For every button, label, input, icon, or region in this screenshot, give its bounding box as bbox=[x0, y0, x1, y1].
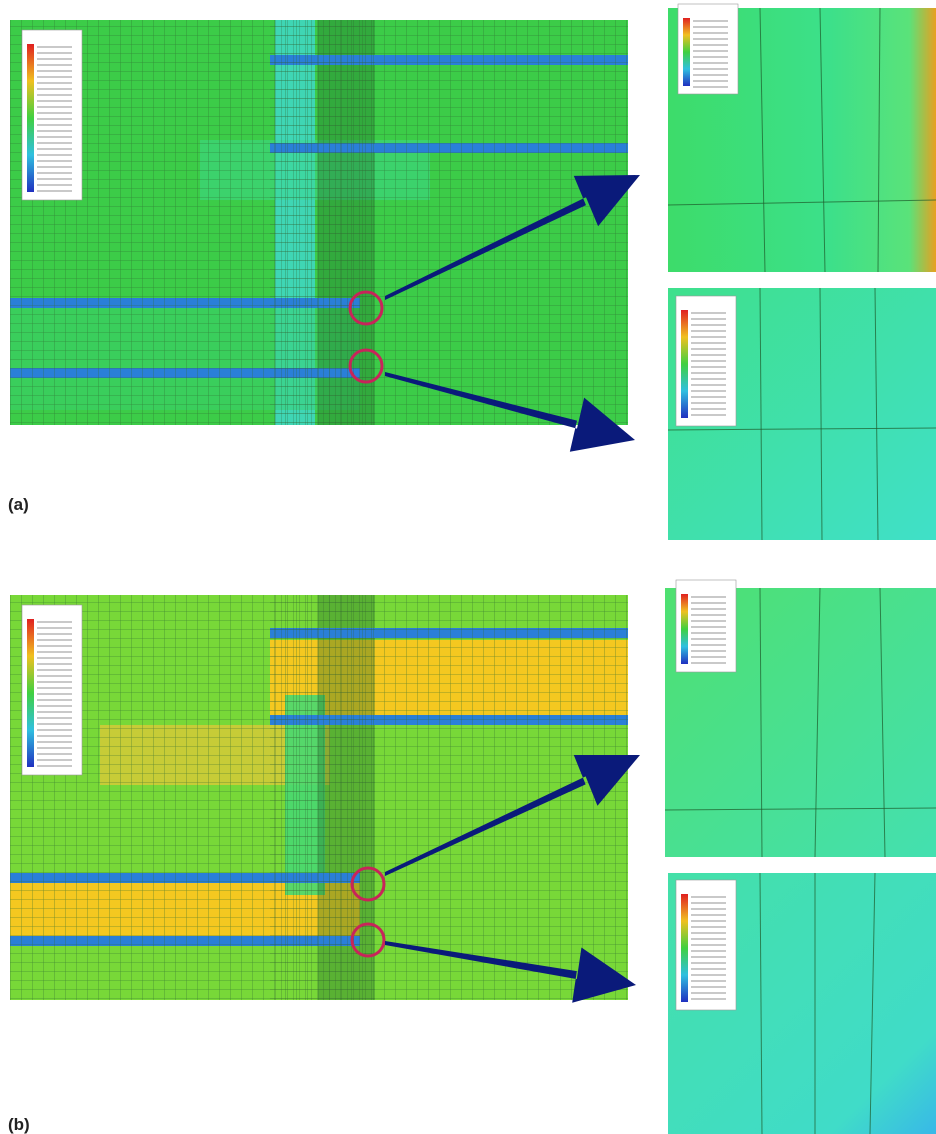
legend-bar bbox=[681, 310, 688, 418]
legend-bar bbox=[681, 594, 688, 664]
mesh-fine bbox=[270, 20, 375, 425]
legend-bar bbox=[27, 44, 34, 192]
panel-label: (b) bbox=[8, 1115, 30, 1134]
panel-label: (a) bbox=[8, 495, 29, 514]
legend-bar bbox=[681, 894, 688, 1002]
legend-bar bbox=[27, 619, 34, 767]
mesh-fine bbox=[270, 595, 375, 1000]
figure: (a) (b) bbox=[0, 0, 936, 1134]
legend-bar bbox=[683, 18, 690, 86]
